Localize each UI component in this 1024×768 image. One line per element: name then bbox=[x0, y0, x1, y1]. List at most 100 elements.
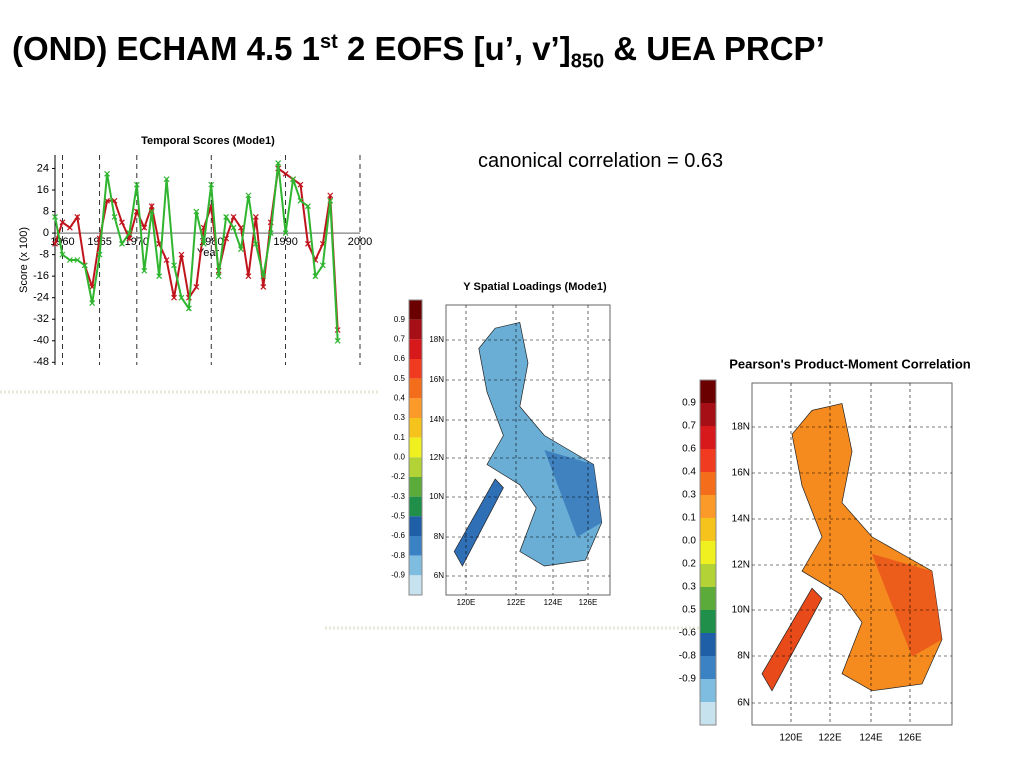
colorbar-label: 0.9 bbox=[682, 398, 696, 409]
map-title: Pearson's Product-Moment Correlation bbox=[729, 356, 971, 371]
point-marker bbox=[59, 251, 66, 258]
colorbar-cell bbox=[700, 587, 716, 610]
point-marker bbox=[96, 251, 103, 258]
title-sub: 850 bbox=[570, 50, 605, 73]
colorbar-cell bbox=[409, 398, 422, 418]
title-sup: st bbox=[320, 31, 338, 53]
colorbar-label: 0.6 bbox=[394, 354, 406, 363]
colorbar-cell bbox=[700, 633, 716, 656]
colorbar-label: 0.4 bbox=[682, 467, 696, 478]
y-tick-label: -40 bbox=[33, 335, 49, 347]
colorbar-label: 0.2 bbox=[682, 559, 696, 570]
y-tick-label: 16 bbox=[37, 184, 49, 196]
colorbar-cell bbox=[700, 702, 716, 725]
colorbar-label: -0.6 bbox=[391, 531, 405, 540]
point-marker bbox=[327, 192, 334, 199]
lat-label: 16N bbox=[429, 375, 444, 384]
point-marker bbox=[156, 273, 163, 280]
point-marker bbox=[141, 224, 148, 231]
colorbar-cell bbox=[409, 339, 422, 359]
colorbar-cell bbox=[409, 536, 422, 556]
point-marker bbox=[305, 240, 311, 247]
point-marker bbox=[252, 213, 259, 220]
colorbar-label: 0.6 bbox=[682, 444, 696, 455]
note: canonical correlation = 0.63 bbox=[478, 150, 724, 172]
colorbar-cell bbox=[700, 449, 716, 472]
point-marker bbox=[163, 257, 170, 263]
colorbar-label: 0.3 bbox=[682, 582, 696, 593]
lon-label: 122E bbox=[507, 598, 526, 607]
point-marker bbox=[282, 230, 289, 237]
point-marker bbox=[171, 294, 177, 301]
point-marker bbox=[178, 294, 185, 301]
colorbar-cell bbox=[409, 437, 422, 458]
colorbar-label: 0.1 bbox=[394, 433, 406, 442]
point-marker bbox=[327, 197, 334, 204]
point-marker bbox=[223, 213, 230, 220]
colorbar-cell bbox=[409, 359, 422, 379]
point-marker bbox=[193, 283, 200, 290]
point-marker bbox=[290, 176, 296, 183]
colorbar-frame bbox=[699, 379, 717, 726]
point-marker bbox=[66, 257, 73, 263]
lat-label: 14N bbox=[429, 415, 444, 424]
colorbar-label: -0.2 bbox=[391, 472, 405, 481]
colorbar-cell bbox=[700, 541, 716, 564]
colorbar-cell bbox=[409, 457, 422, 477]
colorbar-cell bbox=[409, 496, 422, 517]
point-marker bbox=[119, 219, 125, 226]
point-marker bbox=[52, 213, 58, 220]
lat-label: 12N bbox=[429, 453, 444, 462]
point-marker bbox=[260, 283, 267, 290]
land-fill bbox=[453, 478, 504, 567]
y-tick-label: 0 bbox=[43, 227, 49, 239]
y-tick-label: -48 bbox=[33, 356, 49, 368]
colorbar-label: 0.7 bbox=[394, 334, 406, 343]
point-marker bbox=[275, 160, 282, 167]
point-marker bbox=[252, 240, 259, 247]
point-marker bbox=[74, 213, 81, 220]
colorbar-label: 0.5 bbox=[682, 605, 696, 616]
lon-label: 126E bbox=[898, 733, 922, 744]
point-marker bbox=[267, 230, 274, 237]
point-marker bbox=[260, 273, 267, 280]
colorbar-cell bbox=[700, 679, 716, 702]
point-marker bbox=[66, 224, 73, 231]
point-marker bbox=[148, 208, 155, 215]
point-marker bbox=[305, 203, 311, 210]
lat-label: 8N bbox=[737, 651, 750, 662]
point-marker bbox=[334, 337, 341, 344]
lat-label: 8N bbox=[434, 532, 444, 541]
colorbar-label: 0.3 bbox=[682, 490, 696, 501]
point-marker bbox=[238, 224, 244, 231]
colorbar-label: -0.9 bbox=[391, 570, 405, 579]
y-tick-label: -16 bbox=[33, 270, 49, 282]
land-fill bbox=[872, 554, 942, 657]
colorbar-label: 0.0 bbox=[394, 452, 406, 461]
colorbar-cell bbox=[700, 564, 716, 587]
point-marker bbox=[245, 192, 252, 199]
lat-label: 16N bbox=[732, 468, 750, 479]
point-marker bbox=[245, 273, 252, 280]
point-marker bbox=[119, 240, 125, 247]
title-part: & UEA PRCP’ bbox=[604, 30, 825, 67]
point-marker bbox=[52, 240, 58, 247]
colorbar-label: -0.8 bbox=[391, 551, 405, 560]
colorbar-label: 0.4 bbox=[394, 393, 406, 402]
title-part: (OND) ECHAM 4.5 1 bbox=[12, 30, 321, 67]
point-marker bbox=[74, 257, 81, 263]
lat-label: 14N bbox=[732, 514, 750, 525]
lat-label: 6N bbox=[737, 698, 750, 709]
point-marker bbox=[171, 262, 177, 269]
colorbar-cell bbox=[409, 555, 422, 576]
colorbar-label: 0.0 bbox=[682, 536, 696, 547]
colorbar-cell bbox=[409, 418, 422, 438]
y-tick-label: -32 bbox=[33, 313, 49, 325]
y-tick-label: -8 bbox=[39, 249, 49, 261]
colorbar-frame bbox=[408, 299, 423, 596]
colorbar-label: -0.3 bbox=[391, 492, 405, 501]
point-marker bbox=[215, 273, 222, 280]
colorbar-cell bbox=[700, 495, 716, 518]
x-axis-label: Year bbox=[197, 247, 220, 259]
lon-label: 124E bbox=[544, 598, 563, 607]
